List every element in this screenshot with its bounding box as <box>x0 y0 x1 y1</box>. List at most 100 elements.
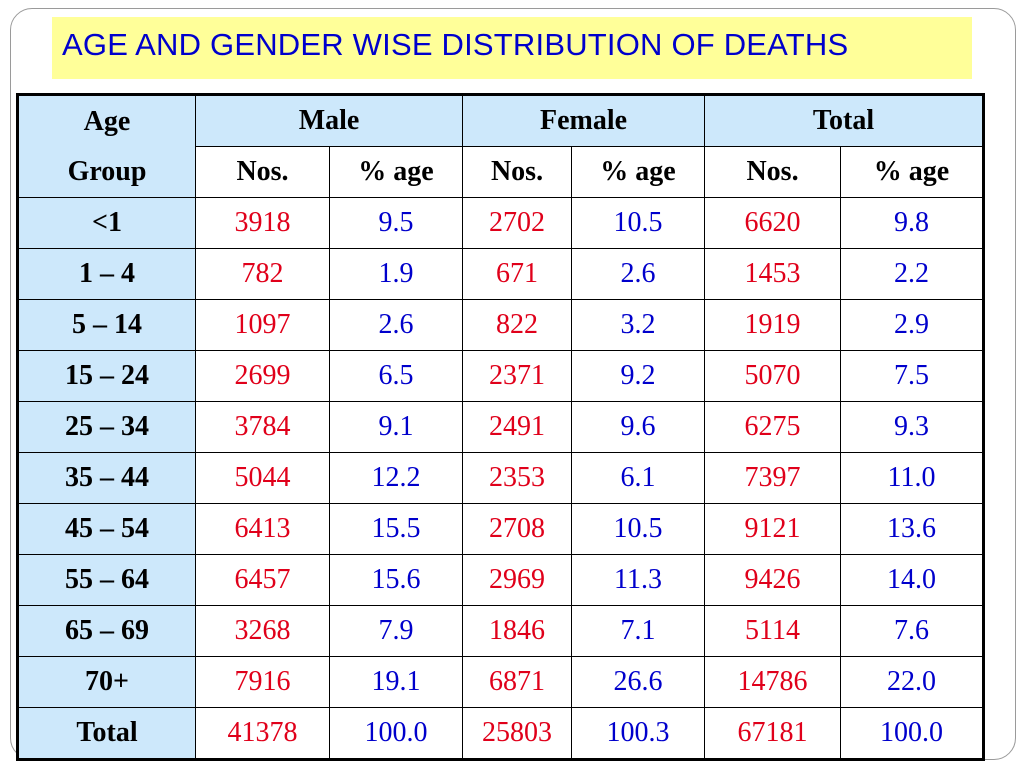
female-nos-cell: 25803 <box>462 707 573 759</box>
female-nos-cell: 1846 <box>462 605 573 657</box>
subheader-female-pct: % age <box>571 146 706 198</box>
total-pct-cell: 14.0 <box>840 554 984 606</box>
male-nos-cell: 6457 <box>195 554 330 606</box>
table-row: 55 – 64 6457 15.6 2969 11.3 9426 14.0 <box>18 554 984 606</box>
total-nos-cell: 67181 <box>704 707 842 759</box>
table-row: <1 3918 9.5 2702 10.5 6620 9.8 <box>18 197 984 249</box>
age-header-line2: Group <box>67 155 147 187</box>
male-pct-cell: 1.9 <box>328 248 464 300</box>
total-nos-cell: 7397 <box>704 452 842 504</box>
age-group-cell: 70+ <box>18 656 196 708</box>
male-pct-cell: 15.5 <box>328 503 464 555</box>
slide-title: AGE AND GENDER WISE DISTRIBUTION OF DEAT… <box>62 27 849 62</box>
total-pct-cell: 2.9 <box>840 299 984 351</box>
total-pct-cell: 13.6 <box>840 503 984 555</box>
male-pct-cell: 19.1 <box>328 656 464 708</box>
female-pct-cell: 9.6 <box>571 401 706 453</box>
age-header-line1: Age <box>83 105 131 137</box>
table-row: Total 41378 100.0 25803 100.3 67181 100.0 <box>18 707 984 759</box>
male-nos-cell: 5044 <box>195 452 330 504</box>
total-nos-cell: 9426 <box>704 554 842 606</box>
female-pct-cell: 2.6 <box>571 248 706 300</box>
female-nos-cell: 2353 <box>462 452 573 504</box>
total-nos-cell: 14786 <box>704 656 842 708</box>
total-pct-cell: 9.8 <box>840 197 984 249</box>
subheader-female-nos: Nos. <box>462 146 573 198</box>
male-nos-cell: 1097 <box>195 299 330 351</box>
age-group-cell: <1 <box>18 197 196 249</box>
header-row-groups: Age Group Male Female Total <box>18 95 984 198</box>
age-group-cell: 55 – 64 <box>18 554 196 606</box>
female-pct-cell: 9.2 <box>571 350 706 402</box>
female-pct-cell: 10.5 <box>571 503 706 555</box>
header-row-sub: Nos. % age Nos. % age Nos. % age <box>19 146 984 198</box>
subheader-male-pct: % age <box>328 146 464 198</box>
male-pct-cell: 2.6 <box>328 299 464 351</box>
female-pct-cell: 10.5 <box>571 197 706 249</box>
female-pct-cell: 3.2 <box>571 299 706 351</box>
male-pct-cell: 100.0 <box>328 707 464 759</box>
table-row: 1 – 4 782 1.9 671 2.6 1453 2.2 <box>18 248 984 300</box>
age-group-cell: 25 – 34 <box>18 401 196 453</box>
total-nos-cell: 9121 <box>704 503 842 555</box>
total-nos-cell: 5070 <box>704 350 842 402</box>
age-group-cell: 45 – 54 <box>18 503 196 555</box>
male-pct-cell: 9.1 <box>328 401 464 453</box>
female-nos-cell: 671 <box>462 248 573 300</box>
male-nos-cell: 6413 <box>195 503 330 555</box>
male-pct-cell: 15.6 <box>328 554 464 606</box>
male-pct-cell: 9.5 <box>328 197 464 249</box>
age-group-header: Age Group <box>18 95 196 198</box>
female-pct-cell: 7.1 <box>571 605 706 657</box>
table-row: 15 – 24 2699 6.5 2371 9.2 5070 7.5 <box>18 350 984 402</box>
subheader-total-nos: Nos. <box>704 146 842 198</box>
age-group-cell: 5 – 14 <box>18 299 196 351</box>
total-pct-cell: 7.5 <box>840 350 984 402</box>
male-header: Male <box>194 95 464 147</box>
female-pct-cell: 11.3 <box>571 554 706 606</box>
male-nos-cell: 7916 <box>195 656 330 708</box>
total-pct-cell: 22.0 <box>840 656 984 708</box>
female-nos-cell: 2969 <box>462 554 573 606</box>
age-group-cell: 65 – 69 <box>18 605 196 657</box>
total-nos-cell: 6275 <box>704 401 842 453</box>
table-row: 45 – 54 6413 15.5 2708 10.5 9121 13.6 <box>18 503 984 555</box>
table-row: 25 – 34 3784 9.1 2491 9.6 6275 9.3 <box>18 401 984 453</box>
female-nos-cell: 2371 <box>462 350 573 402</box>
total-nos-cell: 5114 <box>704 605 842 657</box>
title-highlight <box>52 17 972 79</box>
table-row: 35 – 44 5044 12.2 2353 6.1 7397 11.0 <box>18 452 984 504</box>
deaths-table: Age Group Male Female Total Nos. % age N… <box>15 93 986 761</box>
total-pct-cell: 100.0 <box>840 707 984 759</box>
subheader-male-nos: Nos. <box>195 146 330 198</box>
total-pct-cell: 2.2 <box>840 248 984 300</box>
table-row: 5 – 14 1097 2.6 822 3.2 1919 2.9 <box>18 299 984 351</box>
subheader-total-pct: % age <box>840 146 984 198</box>
male-pct-cell: 7.9 <box>328 605 464 657</box>
male-pct-cell: 6.5 <box>328 350 464 402</box>
male-pct-cell: 12.2 <box>328 452 464 504</box>
male-nos-cell: 3784 <box>195 401 330 453</box>
male-nos-cell: 3268 <box>195 605 330 657</box>
female-nos-cell: 822 <box>462 299 573 351</box>
female-header: Female <box>462 95 706 147</box>
male-nos-cell: 41378 <box>195 707 330 759</box>
total-nos-cell: 6620 <box>704 197 842 249</box>
total-nos-cell: 1453 <box>704 248 842 300</box>
female-pct-cell: 100.3 <box>571 707 706 759</box>
female-nos-cell: 2702 <box>462 197 573 249</box>
male-nos-cell: 782 <box>195 248 330 300</box>
female-nos-cell: 2708 <box>462 503 573 555</box>
female-pct-cell: 6.1 <box>571 452 706 504</box>
female-nos-cell: 6871 <box>462 656 573 708</box>
total-nos-cell: 1919 <box>704 299 842 351</box>
table-body: <1 3918 9.5 2702 10.5 6620 9.8 1 – 4 782 1.9 671 2.… <box>18 197 984 759</box>
total-pct-cell: 11.0 <box>840 452 984 504</box>
age-group-cell: 35 – 44 <box>18 452 196 504</box>
table-row: 70+ 7916 19.1 6871 26.6 14786 22.0 <box>18 656 984 708</box>
age-group-cell: Total <box>18 707 196 759</box>
female-pct-cell: 26.6 <box>571 656 706 708</box>
slide-frame <box>10 8 1016 760</box>
age-group-cell: 1 – 4 <box>18 248 196 300</box>
